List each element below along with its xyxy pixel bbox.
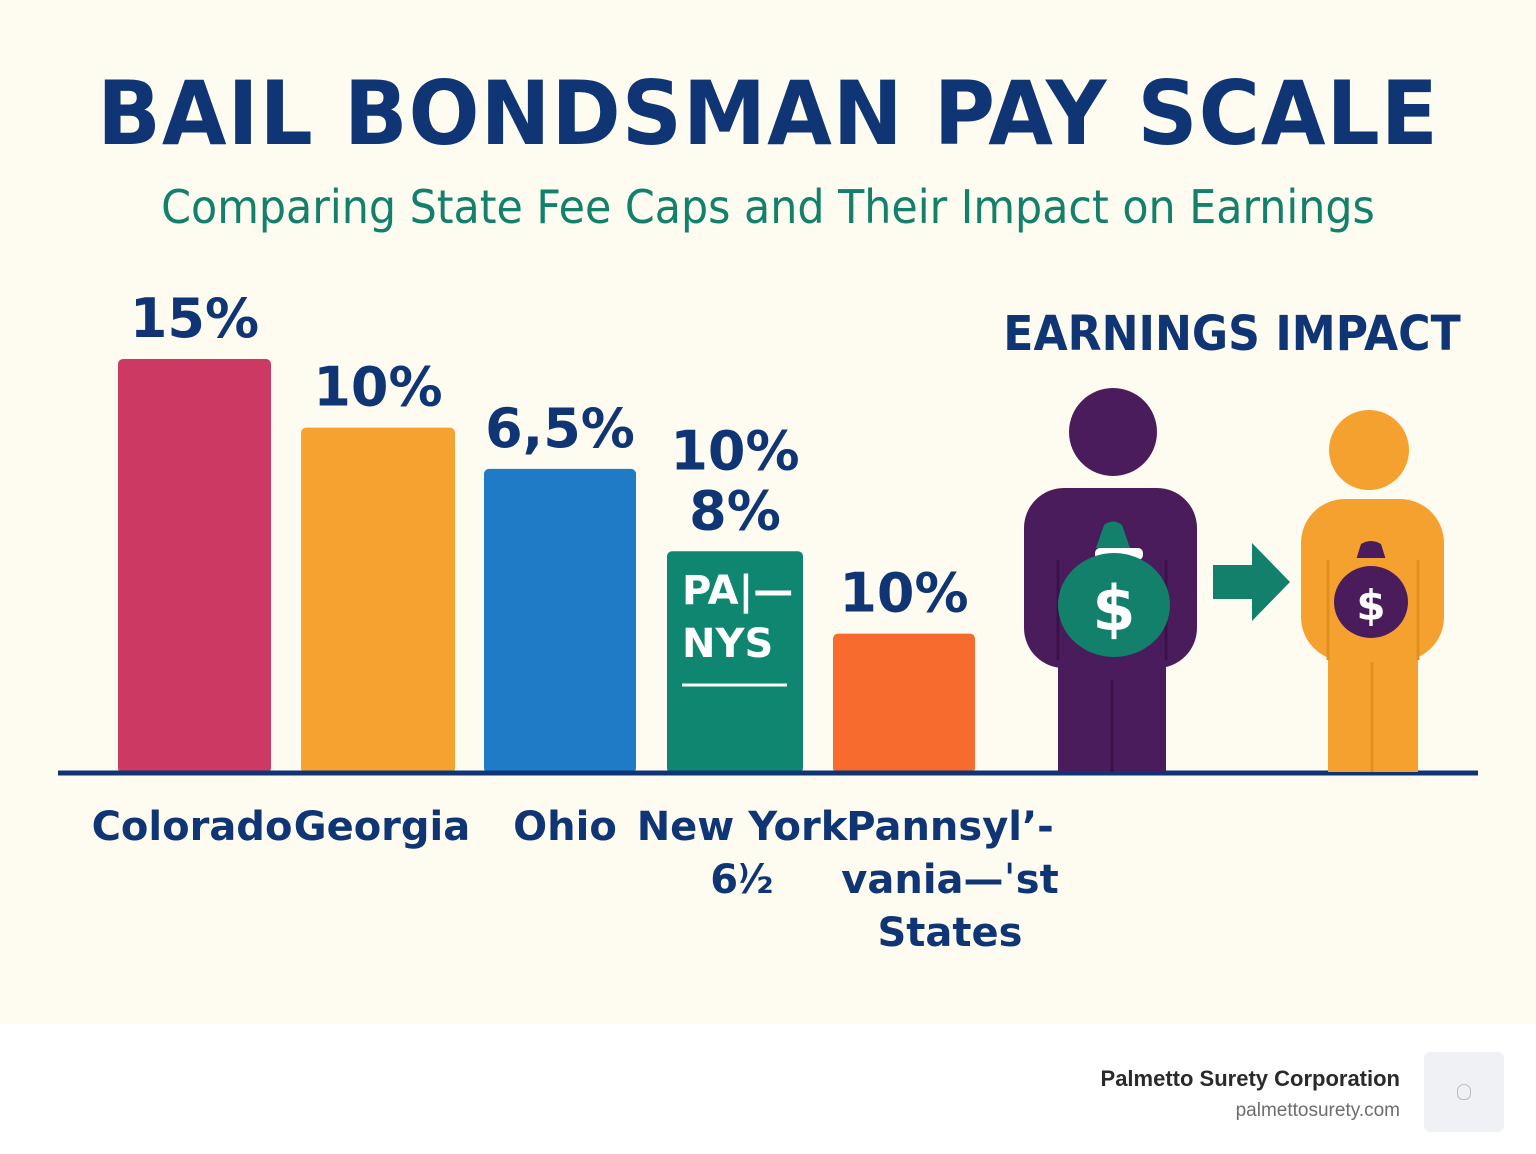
page-title: BAIL BONDSMAN PAY SCALE <box>97 62 1439 165</box>
bar-inner-label: NYS <box>682 621 773 667</box>
company-url[interactable]: palmettosurety.com <box>1235 1100 1400 1121</box>
bar-pannsyl <box>833 633 975 773</box>
category-label: 6⁾⁄₂ <box>710 857 774 903</box>
value-label: 8% <box>689 479 781 542</box>
bar-georgia <box>301 427 455 773</box>
infographic-canvas: BAIL BONDSMAN PAY SCALE Comparing State … <box>0 0 1536 1024</box>
category-label: Colorado <box>92 804 293 850</box>
category-label: Pannsyl’- <box>846 804 1054 850</box>
value-label: 10% <box>313 356 442 419</box>
bars-layer <box>118 359 975 773</box>
category-label: States <box>878 910 1023 956</box>
page-subtitle: Comparing State Fee Caps and Their Impac… <box>161 180 1375 234</box>
money-bag-icon: $ <box>1058 521 1170 657</box>
bar-ohio <box>484 468 636 773</box>
earnings-impact-heading: EARNINGS IMPACT <box>1003 305 1461 361</box>
money-bag-icon: $ <box>1334 541 1408 638</box>
arrow-right-icon <box>1213 543 1290 621</box>
category-label: New York <box>637 804 849 850</box>
company-name: Palmetto Surety Corporation <box>1100 1066 1400 1091</box>
value-label: 10% <box>670 419 799 482</box>
svg-text:$: $ <box>1092 572 1135 645</box>
svg-text:$: $ <box>1356 581 1385 630</box>
logo-icon <box>1424 1052 1504 1132</box>
bar-new <box>667 551 803 773</box>
category-label: Ohio <box>513 804 617 850</box>
category-label: vania—ˈst <box>841 857 1058 903</box>
footer: Palmetto Surety Corporation palmettosure… <box>0 1024 1536 1154</box>
value-label: 15% <box>130 287 259 350</box>
value-label: 6,5% <box>485 397 635 460</box>
category-label: Georgia <box>294 804 471 850</box>
bar-inner-label: PA|— <box>682 568 793 615</box>
bar-colorado <box>118 359 271 773</box>
value-label: 10% <box>839 562 968 625</box>
